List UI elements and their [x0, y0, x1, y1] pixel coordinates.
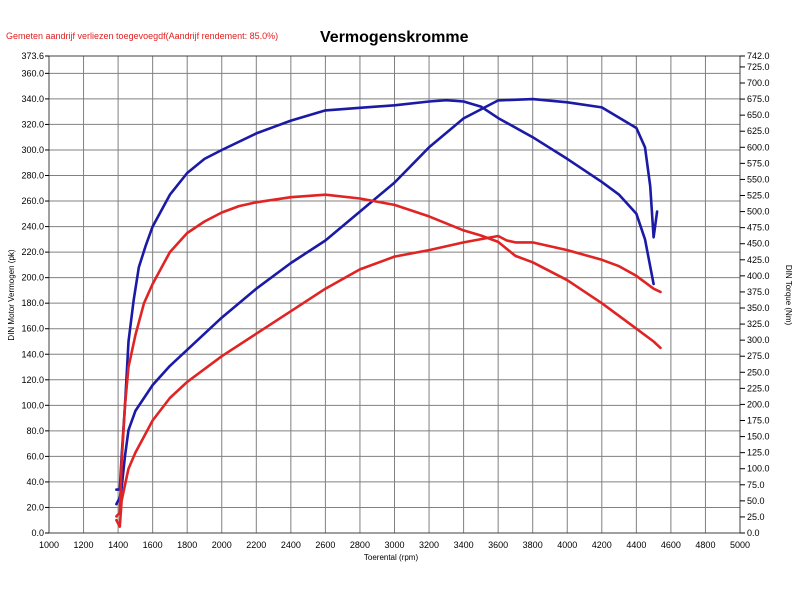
y-left-tick-label: 20.0 [26, 502, 44, 512]
x-tick-label: 4200 [592, 540, 612, 550]
y-left-tick-label: 280.0 [21, 171, 44, 181]
y-left-tick-label: 100.0 [21, 400, 44, 410]
y-right-tick-label: 325.0 [747, 319, 770, 329]
y-left-tick-label: 160.0 [21, 324, 44, 334]
y-right-tick-label: 725.0 [747, 62, 770, 72]
y-right-tick-label: 675.0 [747, 94, 770, 104]
y-right-tick-label: 200.0 [747, 399, 770, 409]
x-tick-label: 2000 [212, 540, 232, 550]
x-tick-label: 4800 [695, 540, 715, 550]
x-tick-label: 1200 [74, 540, 94, 550]
y-right-tick-label: 225.0 [747, 383, 770, 393]
red-torque-curve [115, 234, 662, 528]
x-tick-label: 1000 [39, 540, 59, 550]
x-tick-label: 3000 [384, 540, 404, 550]
y-right-tick-label: 525.0 [747, 191, 770, 201]
y-right-tick-label: 600.0 [747, 142, 770, 152]
x-tick-label: 3600 [488, 540, 508, 550]
x-tick-label: 4000 [557, 540, 577, 550]
y-right-tick-label: 175.0 [747, 416, 770, 426]
y-right-tick-label: 300.0 [747, 335, 770, 345]
y-right-tick-label: 250.0 [747, 367, 770, 377]
y-left-tick-label: 240.0 [21, 222, 44, 232]
y-right-tick-label: 400.0 [747, 271, 770, 281]
y-right-tick-label: 275.0 [747, 351, 770, 361]
y-left-tick-label: 300.0 [21, 145, 44, 155]
x-tick-labels: 1000 1200 1400 1600 1800 2000 2200 2400 2600 2800… [39, 540, 750, 550]
y-left-tick-label: 0.0 [31, 528, 44, 538]
y-right-tick-label: 475.0 [747, 223, 770, 233]
y-right-tick-label: 500.0 [747, 207, 770, 217]
chart-title: Vermogenskromme [320, 29, 469, 46]
y-right-tick-label: 375.0 [747, 287, 770, 297]
x-tick-label: 3400 [454, 540, 474, 550]
y-left-tick-label: 373.6 [21, 51, 44, 61]
x-tick-label: 2600 [315, 540, 335, 550]
y-left-tick-label: 60.0 [26, 451, 44, 461]
plot-frame [48, 55, 741, 534]
y-left-tick-label: 360.0 [21, 68, 44, 78]
y-right-tick-label: 125.0 [747, 448, 770, 458]
series-lines [115, 97, 662, 528]
y-right-tick-label: 425.0 [747, 255, 770, 265]
y-left-tick-label: 320.0 [21, 119, 44, 129]
y-right-tick-labels: 0.0 25.0 50.0 75.0 100.0 125.0 150.0 175.0 200.0… [740, 51, 770, 538]
blue-power-curve [115, 98, 655, 491]
y-right-tick-label: 742.0 [747, 51, 770, 61]
y-left-tick-label: 40.0 [26, 477, 44, 487]
y-left-tick-label: 140.0 [21, 349, 44, 359]
y-left-tick-label: 180.0 [21, 298, 44, 308]
y-left-tick-labels: 0.0 20.0 40.0 60.0 80.0 100.0 120.0 140.0 160.0 1… [21, 51, 49, 538]
x-tick-label: 3800 [523, 540, 543, 550]
y-left-axis-label: DIN Motor Vermogen (pk) [7, 249, 16, 340]
y-right-tick-label: 0.0 [747, 528, 760, 538]
y-right-tick-label: 550.0 [747, 174, 770, 184]
y-right-tick-label: 150.0 [747, 432, 770, 442]
y-right-tick-label: 350.0 [747, 303, 770, 313]
y-right-tick-label: 100.0 [747, 464, 770, 474]
y-left-tick-label: 220.0 [21, 247, 44, 257]
y-right-tick-label: 50.0 [747, 496, 765, 506]
x-tick-label: 3200 [419, 540, 439, 550]
x-tick-label: 2400 [281, 540, 301, 550]
y-left-tick-label: 340.0 [21, 94, 44, 104]
x-tick-label: 1800 [177, 540, 197, 550]
y-right-tick-label: 650.0 [747, 110, 770, 120]
drivetrain-loss-note: Gemeten aandrijf verliezen toegevoegdf(A… [6, 31, 279, 41]
red-power-curve [115, 193, 662, 518]
y-right-axis-label: DIN Torque (Nm) [784, 265, 793, 326]
x-tick-label: 4400 [626, 540, 646, 550]
y-left-tick-label: 200.0 [21, 273, 44, 283]
x-tick-label: 2200 [246, 540, 266, 550]
y-right-tick-label: 625.0 [747, 126, 770, 136]
x-tick-label: 1600 [143, 540, 163, 550]
y-left-tick-label: 260.0 [21, 196, 44, 206]
y-right-tick-label: 575.0 [747, 158, 770, 168]
y-right-tick-label: 450.0 [747, 239, 770, 249]
y-right-tick-label: 75.0 [747, 480, 765, 490]
blue-torque-curve [115, 97, 659, 506]
y-left-tick-label: 80.0 [26, 426, 44, 436]
x-tick-label: 1400 [108, 540, 128, 550]
x-tick-label: 4600 [661, 540, 681, 550]
y-right-tick-label: 700.0 [747, 78, 770, 88]
x-tick-label: 5000 [730, 540, 750, 550]
y-right-tick-label: 25.0 [747, 512, 765, 522]
x-axis-label: Toerental (rpm) [364, 553, 419, 562]
x-tick-label: 2800 [350, 540, 370, 550]
y-left-tick-label: 120.0 [21, 375, 44, 385]
